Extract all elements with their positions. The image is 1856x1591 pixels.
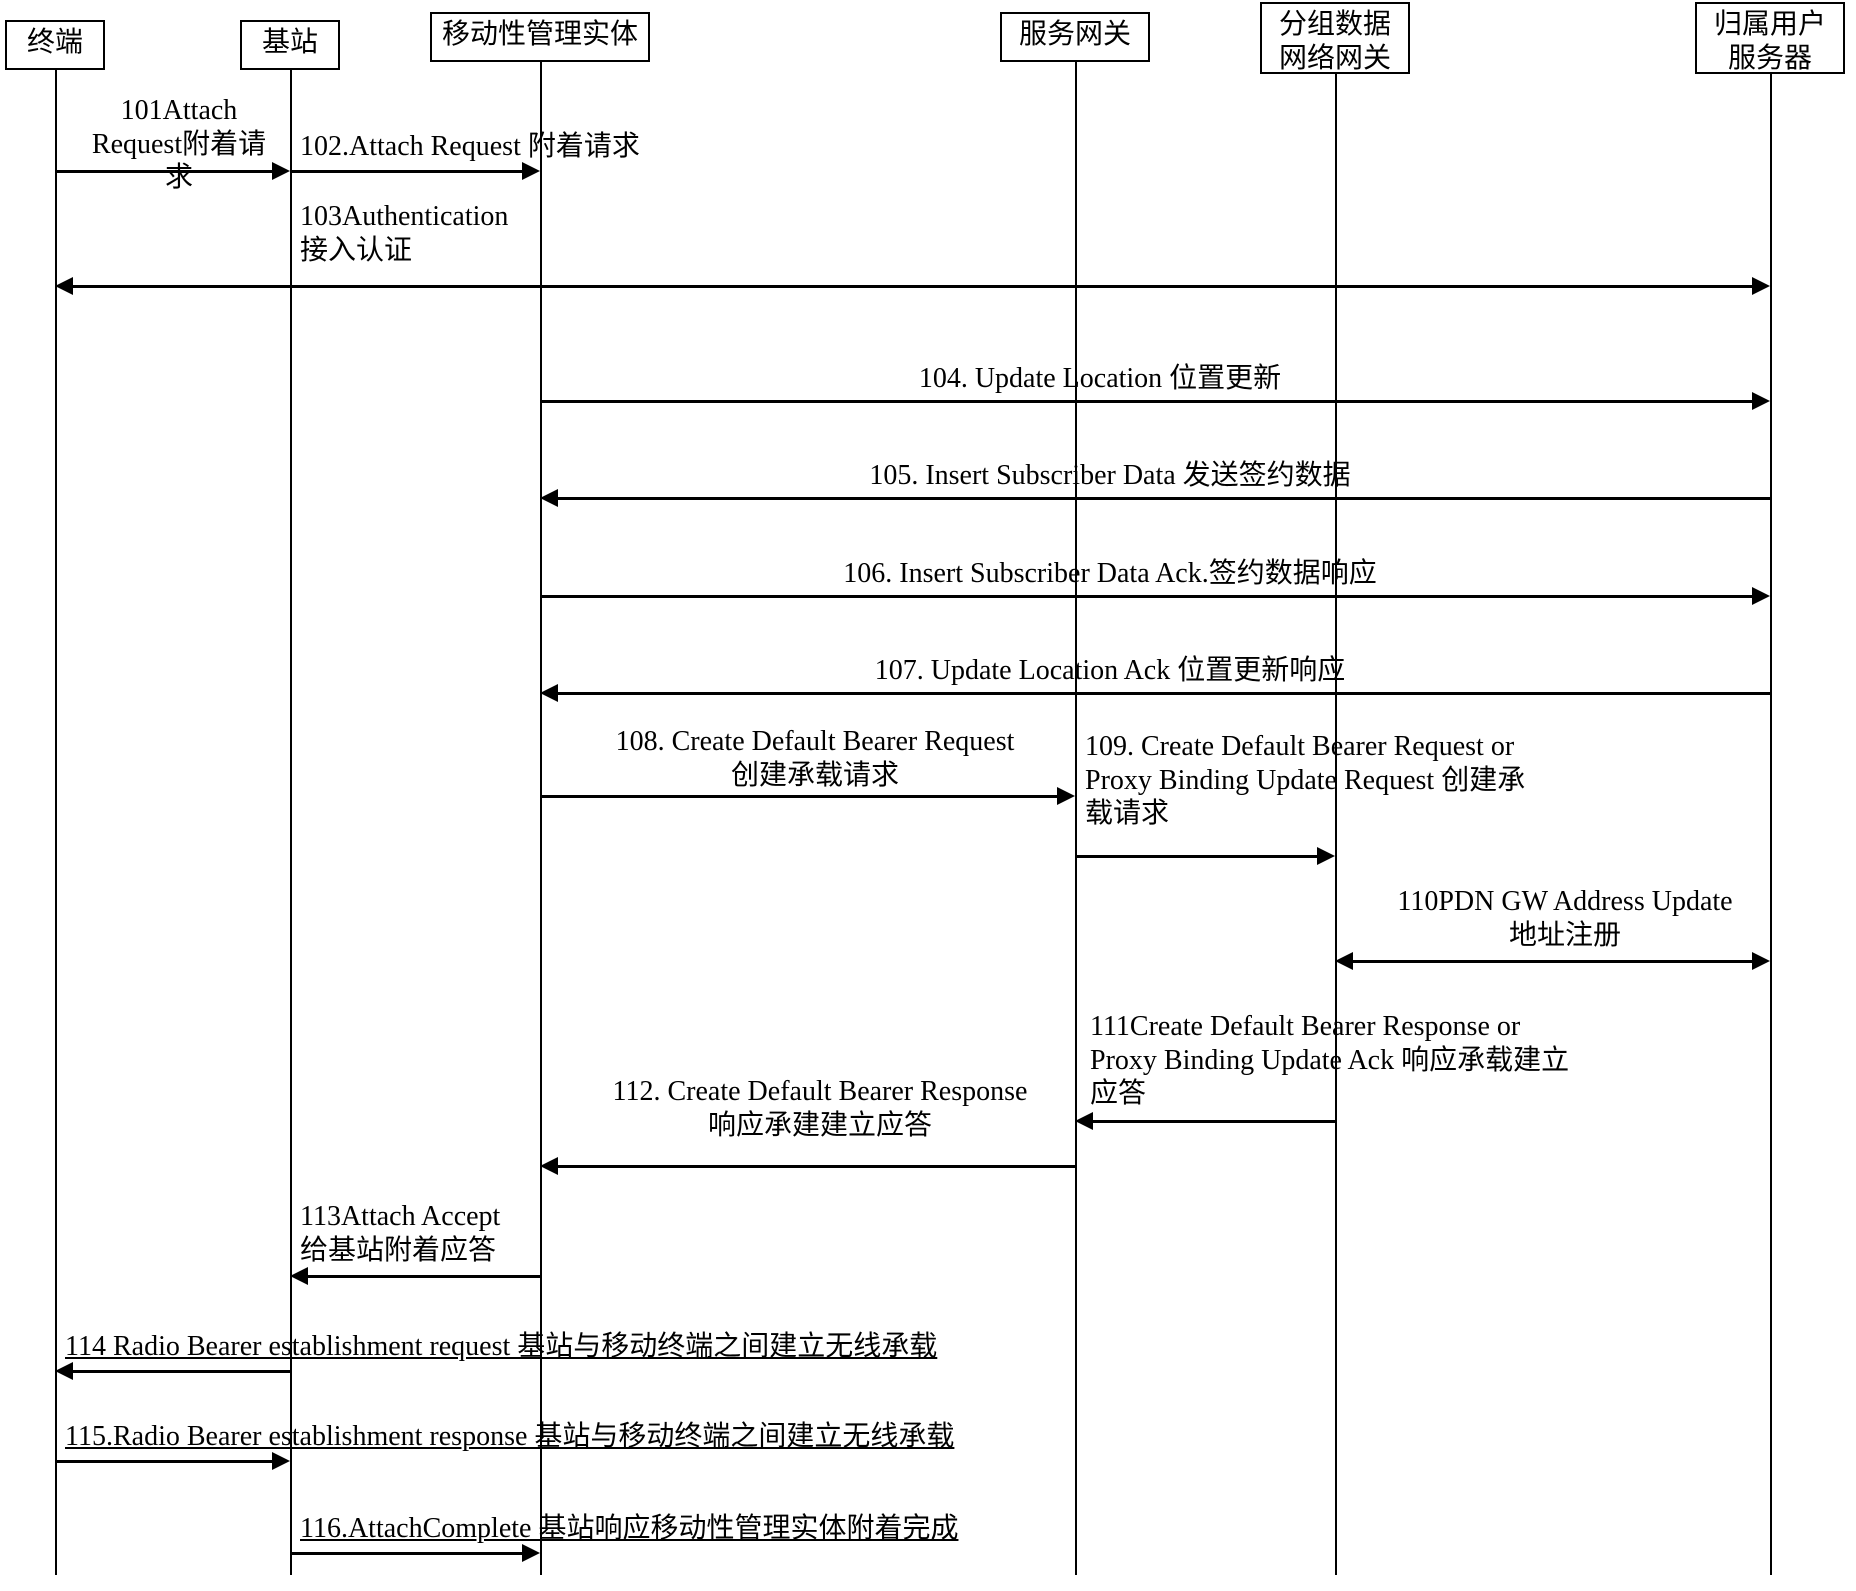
arrow-head-left-icon xyxy=(290,1267,308,1285)
participant-label: 分组数据 网络网关 xyxy=(1279,9,1391,74)
arrow-head-left-icon xyxy=(540,489,558,507)
arrow-head-right-icon xyxy=(522,162,540,180)
message-line xyxy=(73,1370,290,1373)
message-label-106: 106. Insert Subscriber Data Ack.签约数据响应 xyxy=(660,557,1560,591)
message-label-101: 101Attach Request附着请 求 xyxy=(64,94,294,195)
message-line xyxy=(540,400,1752,403)
arrow-head-right-icon xyxy=(272,1452,290,1470)
message-label-113: 113Attach Accept 给基站附着应答 xyxy=(300,1200,550,1267)
message-label-104: 104. Update Location 位置更新 xyxy=(700,362,1500,396)
message-line xyxy=(290,170,522,173)
arrow-head-right-icon xyxy=(1752,587,1770,605)
message-label-102: 102.Attach Request 附着请求 xyxy=(300,130,730,164)
arrow-head-left-icon xyxy=(55,277,73,295)
arrow-head-left-icon xyxy=(540,1157,558,1175)
message-line xyxy=(540,795,1057,798)
arrow-head-right-icon xyxy=(1752,952,1770,970)
message-label-105: 105. Insert Subscriber Data 发送签约数据 xyxy=(660,459,1560,493)
message-line xyxy=(290,1552,522,1555)
arrow-head-right-icon xyxy=(522,1544,540,1562)
message-label-103: 103Authentication 接入认证 xyxy=(300,200,560,267)
message-line xyxy=(540,285,1752,288)
message-line xyxy=(540,595,1752,598)
message-line xyxy=(1075,855,1317,858)
message-label-107: 107. Update Location Ack 位置更新响应 xyxy=(680,654,1540,688)
arrow-head-left-icon xyxy=(1335,952,1353,970)
message-label-116: 116.AttachComplete 基站响应移动性管理实体附着完成 xyxy=(300,1512,1060,1546)
participant-label: 服务网关 xyxy=(1019,19,1131,50)
lifeline-ue xyxy=(55,70,57,1575)
participant-sgw: 服务网关 xyxy=(1000,12,1150,62)
participant-mme: 移动性管理实体 xyxy=(430,12,650,62)
participant-label: 基站 xyxy=(262,27,318,58)
message-line xyxy=(308,1275,540,1278)
participant-label: 移动性管理实体 xyxy=(442,19,638,50)
arrow-head-right-icon xyxy=(1752,392,1770,410)
participant-pgw: 分组数据 网络网关 xyxy=(1260,2,1410,74)
message-line xyxy=(558,497,1770,500)
message-line xyxy=(55,1460,272,1463)
message-label-109: 109. Create Default Bearer Request or Pr… xyxy=(1085,730,1645,831)
message-line xyxy=(1353,960,1752,963)
message-label-111: 111Create Default Bearer Response or Pro… xyxy=(1090,1010,1710,1111)
participant-ue: 终端 xyxy=(5,20,105,70)
participant-label: 终端 xyxy=(27,27,83,58)
message-label-114: 114 Radio Bearer establishment request 基… xyxy=(65,1330,1115,1364)
message-line xyxy=(1093,1120,1335,1123)
message-line xyxy=(73,285,540,288)
message-line xyxy=(558,1165,1075,1168)
arrow-head-right-icon xyxy=(1752,277,1770,295)
lifeline-hss xyxy=(1770,74,1772,1575)
sequence-diagram: 终端 基站 移动性管理实体 服务网关 分组数据 网络网关 归属用户 服务器 101Attac… xyxy=(0,0,1856,1591)
arrow-head-left-icon xyxy=(540,684,558,702)
message-label-112: 112. Create Default Bearer Response 响应承建… xyxy=(560,1075,1080,1142)
message-label-108: 108. Create Default Bearer Request 创建承载请… xyxy=(555,725,1075,792)
participant-label: 归属用户 服务器 xyxy=(1714,9,1826,74)
arrow-head-left-icon xyxy=(55,1362,73,1380)
message-label-115: 115.Radio Bearer establishment response … xyxy=(65,1420,1125,1454)
message-line xyxy=(558,692,1770,695)
participant-enb: 基站 xyxy=(240,20,340,70)
arrow-head-right-icon xyxy=(1317,847,1335,865)
message-label-110: 110PDN GW Address Update 地址注册 xyxy=(1350,885,1780,952)
participant-hss: 归属用户 服务器 xyxy=(1695,2,1845,74)
